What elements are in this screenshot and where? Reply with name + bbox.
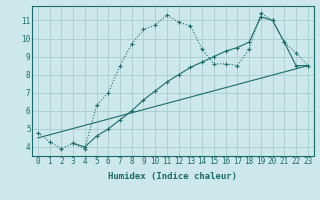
X-axis label: Humidex (Indice chaleur): Humidex (Indice chaleur) bbox=[108, 172, 237, 181]
